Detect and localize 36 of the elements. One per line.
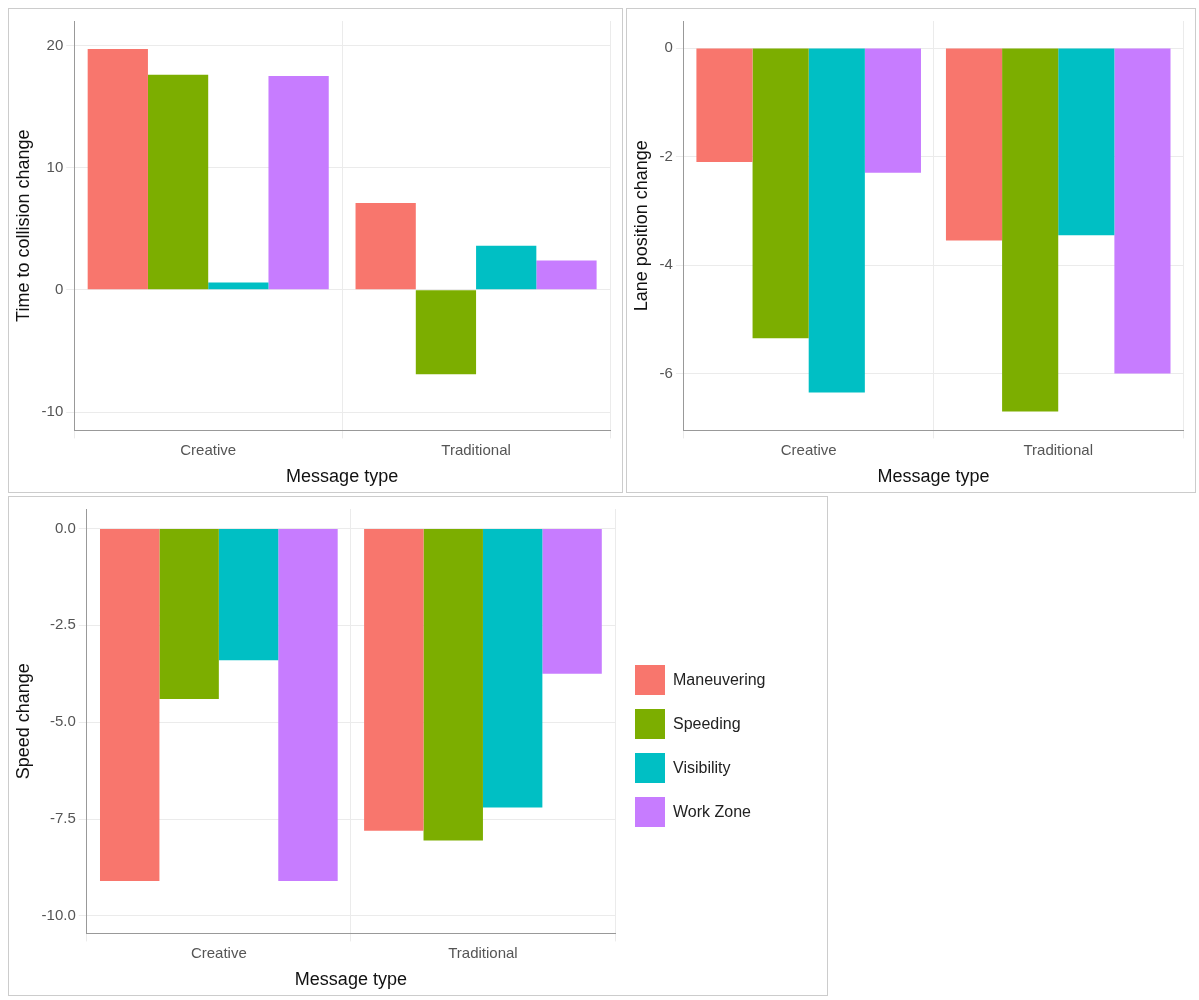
y-tick-label: -10.0 bbox=[41, 906, 76, 924]
x-tick-label: Creative bbox=[190, 943, 247, 961]
x-tick-label: Creative bbox=[780, 440, 837, 458]
x-axis-title: Message type bbox=[286, 466, 399, 487]
x-axis-title: Message type bbox=[294, 969, 407, 990]
legend-label: Maneuvering bbox=[673, 671, 766, 689]
legend-label: Visibility bbox=[673, 759, 731, 777]
y-tick-label: -10 bbox=[41, 402, 64, 420]
y-tick-label: 0 bbox=[664, 38, 673, 56]
y-axis-title: Time to collision change bbox=[12, 129, 33, 322]
bar bbox=[536, 260, 597, 290]
y-axis-title: Speed change bbox=[12, 663, 33, 780]
y-tick-label: -7.5 bbox=[49, 809, 76, 827]
bar bbox=[476, 245, 537, 290]
bar bbox=[415, 290, 477, 375]
x-axis-title: Message type bbox=[877, 466, 990, 487]
y-tick-label: -6 bbox=[659, 363, 673, 381]
legend-label: Work Zone bbox=[673, 803, 751, 821]
y-tick-label: 0 bbox=[54, 280, 64, 297]
legend-label: Speeding bbox=[673, 715, 741, 733]
y-tick-label: -4 bbox=[659, 255, 673, 273]
bar bbox=[87, 49, 148, 290]
x-tick-label: Traditional bbox=[441, 440, 511, 458]
y-tick-label: 0.0 bbox=[54, 518, 76, 536]
bar bbox=[147, 74, 209, 290]
y-tick-label: -5.0 bbox=[49, 712, 76, 730]
bar bbox=[268, 75, 329, 290]
y-tick-label: -2 bbox=[659, 146, 673, 164]
x-tick-label: Creative bbox=[180, 440, 237, 458]
bar bbox=[355, 203, 416, 290]
x-tick-label: Traditional bbox=[448, 943, 518, 961]
y-tick-label: 10 bbox=[46, 157, 64, 175]
y-axis-title: Lane position change bbox=[630, 140, 651, 312]
y-tick-label: 20 bbox=[46, 35, 64, 53]
x-tick-label: Traditional bbox=[1023, 440, 1093, 458]
y-tick-label: -2.5 bbox=[49, 615, 76, 633]
